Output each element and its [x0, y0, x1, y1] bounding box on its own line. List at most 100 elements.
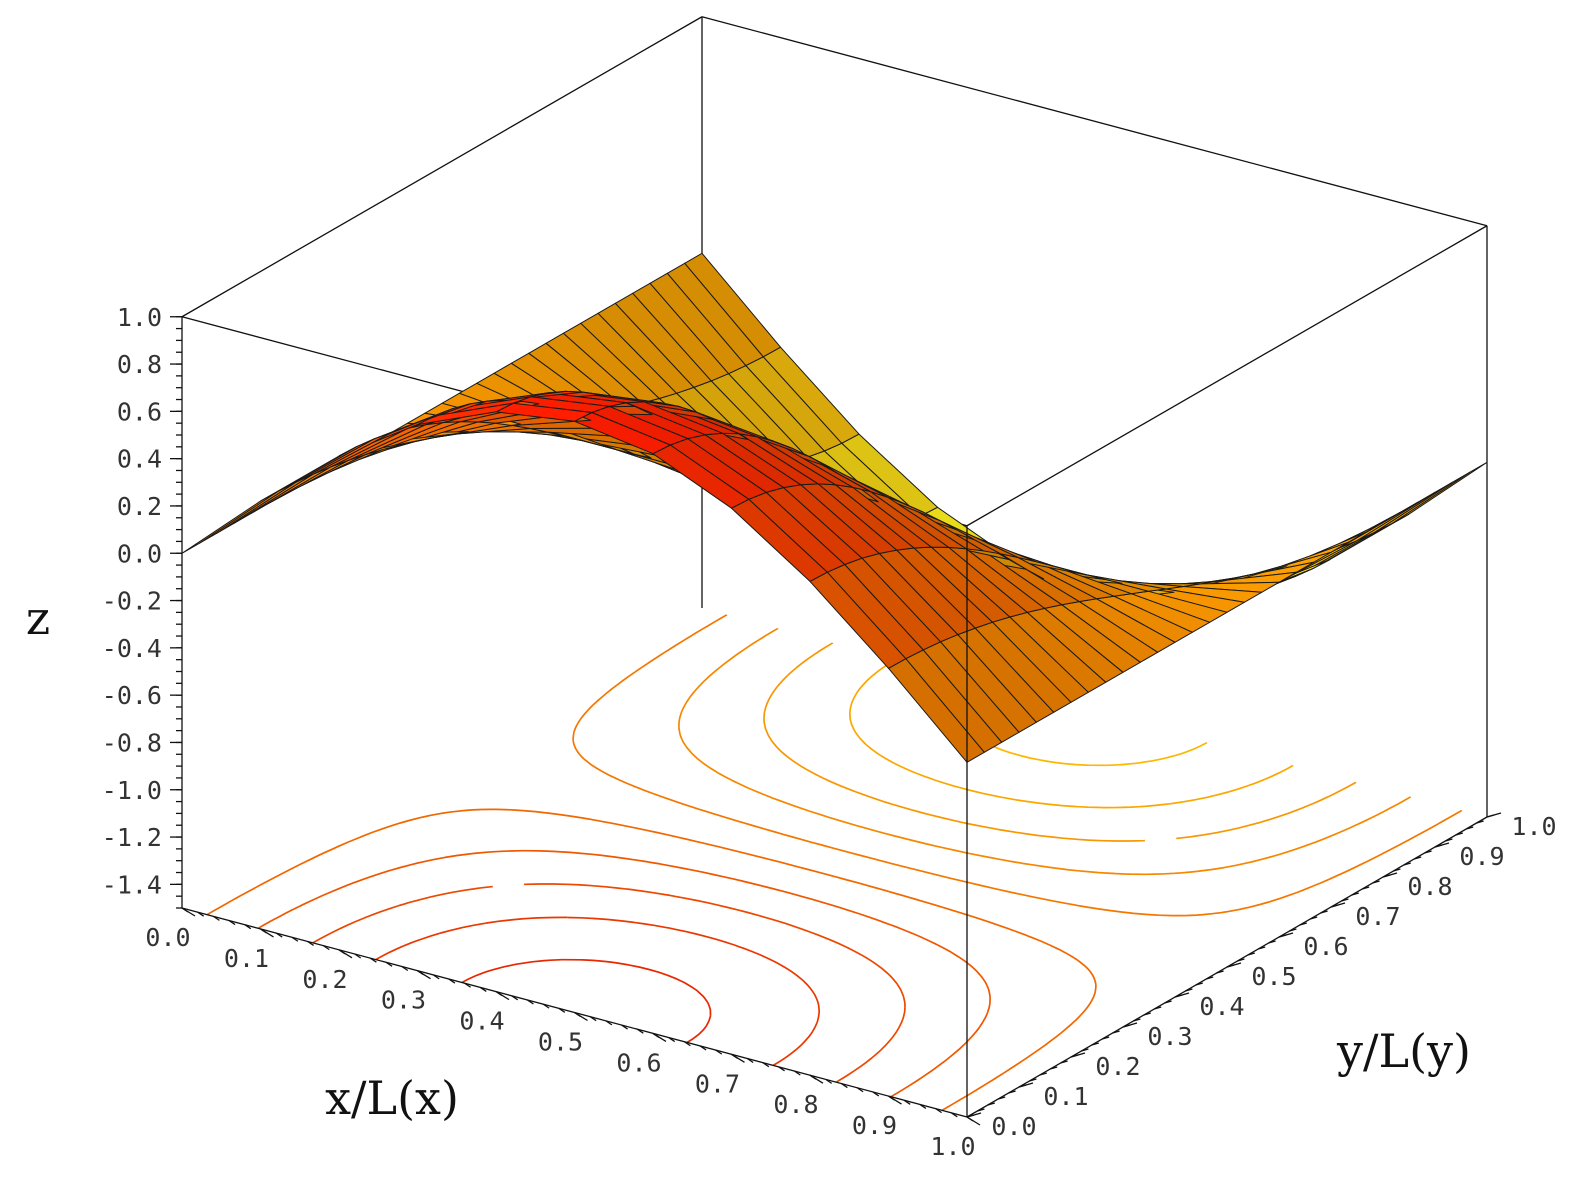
y-minor-tick	[1112, 1030, 1120, 1034]
y-minor-tick	[1226, 964, 1235, 968]
x-minor-tick	[213, 915, 220, 921]
x-tick-label: 0.9	[852, 1111, 897, 1140]
x-minor-tick	[574, 1011, 581, 1018]
z-tick-label: 0.0	[117, 539, 162, 568]
y-minor-tick	[1164, 1000, 1172, 1004]
x-axis-title: x/L(x)	[325, 1071, 459, 1125]
surface-face	[312, 427, 409, 476]
z-tick-label: -0.8	[102, 728, 162, 757]
x-tick-label: 0.7	[695, 1069, 740, 1098]
y-minor-tick	[1476, 820, 1484, 824]
y-minor-tick	[1330, 904, 1339, 908]
y-minor-tick	[1393, 868, 1401, 872]
z-tick-label: -0.4	[102, 634, 162, 663]
box-edge-top-back	[701, 16, 1488, 227]
contour-line	[257, 849, 991, 1098]
y-minor-tick	[1039, 1072, 1047, 1076]
y-minor-tick	[1268, 940, 1276, 944]
y-minor-tick	[1122, 1024, 1131, 1028]
y-minor-tick	[1185, 988, 1193, 992]
y-minor-tick	[1258, 946, 1266, 950]
y-minor-tick	[998, 1096, 1006, 1100]
z-tick-label: -1.2	[102, 823, 162, 852]
x-tick-label: 1.0	[930, 1132, 975, 1161]
x-minor-tick	[841, 1083, 848, 1089]
x-minor-tick	[307, 940, 314, 946]
surface-face	[329, 424, 427, 468]
y-axis-title: y/L(y)	[1336, 1024, 1471, 1078]
x-minor-tick	[244, 924, 252, 930]
x-minor-tick	[338, 949, 346, 955]
x-minor-tick	[636, 1028, 644, 1034]
y-minor-tick	[1403, 862, 1411, 866]
y-minor-tick	[1174, 994, 1183, 998]
contour-line	[848, 658, 1294, 809]
x-minor-tick	[197, 911, 205, 917]
surface-face	[181, 491, 279, 554]
x-minor-tick	[417, 970, 424, 976]
x-minor-tick	[589, 1016, 597, 1022]
y-tick-label: 0.5	[1251, 962, 1296, 991]
tick-labels: 1.0 0.8 0.6 0.4 0.2 0.0 -0.2 -0.4 -0.6 -0.8 -1.0 -1…	[102, 303, 1557, 1161]
y-minor-tick	[1434, 844, 1443, 848]
contour-line	[461, 958, 712, 1044]
x-minor-tick	[495, 991, 503, 997]
y-minor-tick	[1050, 1066, 1058, 1070]
y-minor-tick	[1081, 1048, 1089, 1052]
y-tick-label: 0.2	[1095, 1052, 1140, 1081]
z-tick-label: -1.0	[102, 776, 162, 805]
x-minor-tick	[181, 907, 189, 913]
y-minor-tick	[1486, 814, 1495, 818]
x-minor-tick	[950, 1112, 958, 1118]
x-minor-tick	[872, 1091, 880, 1097]
x-tick-label: 0.0	[145, 923, 190, 952]
x-minor-tick	[668, 1037, 676, 1043]
x-minor-tick	[793, 1070, 801, 1076]
x-minor-tick	[322, 945, 330, 951]
x-minor-tick	[888, 1095, 895, 1101]
x-minor-tick	[464, 982, 471, 988]
contour-line	[312, 883, 906, 1083]
x-minor-tick	[354, 953, 362, 959]
x-minor-tick	[935, 1108, 942, 1114]
y-minor-tick	[1070, 1054, 1079, 1058]
y-minor-tick	[966, 1114, 975, 1118]
contour-line	[678, 627, 1412, 876]
axis-ticks	[170, 316, 1502, 1126]
contour-line	[375, 916, 821, 1067]
y-minor-tick	[1310, 916, 1318, 920]
y-tick-label: 0.0	[991, 1112, 1036, 1141]
y-minor-tick	[1320, 910, 1328, 914]
z-tick-label: 1.0	[117, 303, 162, 332]
x-minor-tick	[825, 1078, 833, 1084]
z-tick-label: 0.2	[117, 492, 162, 521]
z-tick-label: -0.6	[102, 681, 162, 710]
x-minor-tick	[778, 1066, 785, 1072]
surface-face	[346, 422, 444, 462]
y-minor-tick	[1237, 958, 1245, 962]
y-minor-tick	[1289, 928, 1297, 932]
z-tick-label: 0.4	[117, 445, 162, 474]
y-minor-tick	[1455, 832, 1463, 836]
contour-line	[206, 808, 1097, 1112]
x-minor-tick	[605, 1020, 613, 1026]
x-tick-label: 0.1	[224, 944, 269, 973]
z-tick-label: 0.8	[117, 350, 162, 379]
y-minor-tick	[1133, 1018, 1141, 1022]
y-minor-tick	[1091, 1042, 1099, 1046]
y-minor-tick	[1382, 874, 1391, 878]
y-tick-label: 0.1	[1043, 1082, 1088, 1111]
box-edge-top-left	[181, 16, 703, 318]
y-minor-tick	[1341, 898, 1349, 902]
x-minor-tick	[260, 928, 267, 934]
z-axis-title: z	[26, 591, 50, 645]
x-minor-tick	[809, 1074, 817, 1080]
x-tick-label: 0.3	[381, 986, 426, 1015]
y-tick-label: 0.9	[1459, 842, 1504, 871]
x-tick-label: 0.6	[616, 1048, 661, 1077]
x-minor-tick	[511, 995, 519, 1001]
y-minor-tick	[977, 1108, 985, 1112]
x-minor-tick	[903, 1099, 911, 1105]
x-tick-label: 0.8	[773, 1090, 818, 1119]
